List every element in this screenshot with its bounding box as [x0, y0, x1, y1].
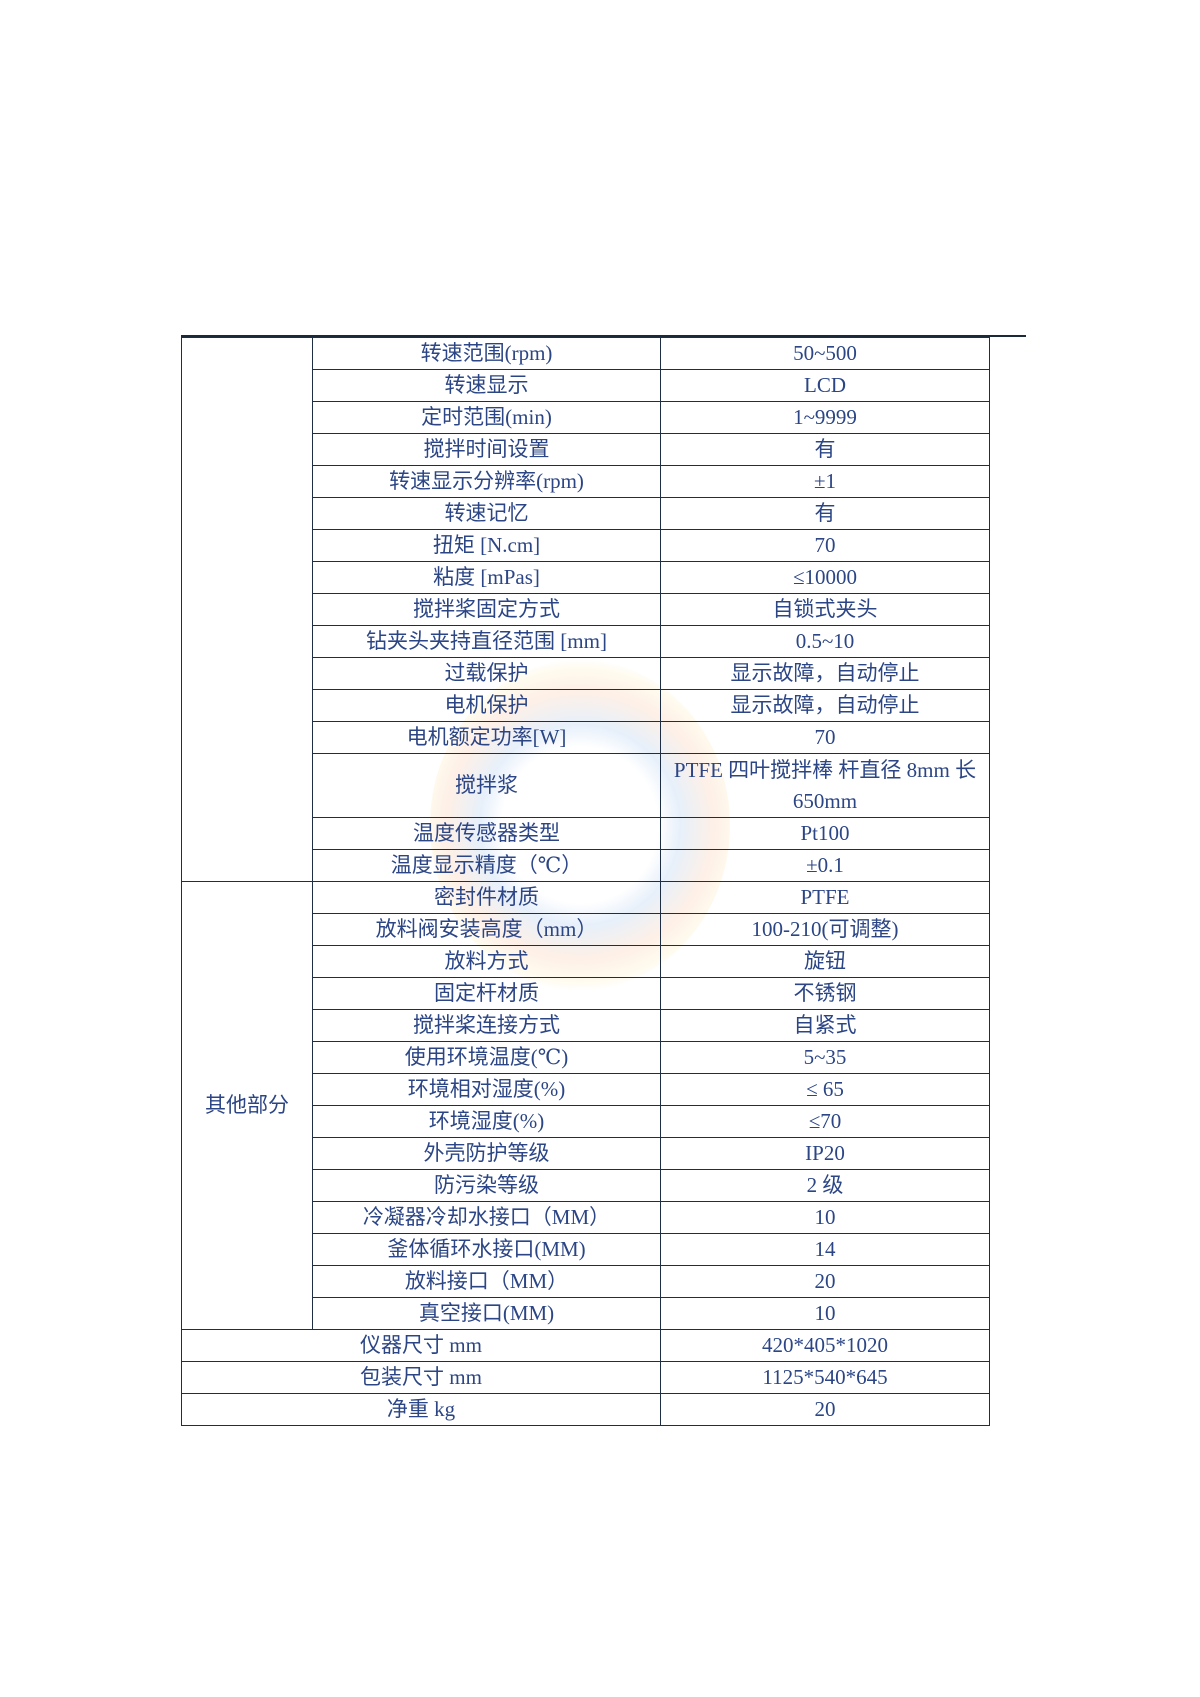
param-cell: 仪器尺寸 mm — [181, 1329, 661, 1362]
table-row: 净重 kg 20 — [181, 1393, 990, 1426]
param-cell: 定时范围(min) — [312, 401, 661, 434]
value-cell: 0.5~10 — [660, 625, 990, 658]
value-cell: 显示故障，自动停止 — [660, 657, 990, 690]
value-cell: 20 — [660, 1265, 990, 1298]
param-cell: 搅拌桨连接方式 — [312, 1009, 661, 1042]
value-cell: 100-210(可调整) — [660, 913, 990, 946]
value-cell: 14 — [660, 1233, 990, 1266]
param-cell: 净重 kg — [181, 1393, 661, 1426]
value-cell: ≤10000 — [660, 561, 990, 594]
table-row: 其他部分 密封件材质 PTFE — [181, 881, 990, 1330]
value-cell: Pt100 — [660, 817, 990, 850]
table-row: 过载保护 显示故障，自动停止 — [182, 657, 990, 690]
value-cell: ≤70 — [660, 1105, 990, 1138]
table-row: 环境湿度(%) ≤70 — [182, 1105, 990, 1138]
param-cell: 过载保护 — [312, 657, 661, 690]
table-row: 固定杆材质 不锈钢 — [182, 977, 990, 1010]
table-row: 粘度 [mPas] ≤10000 — [182, 561, 990, 594]
param-cell: 外壳防护等级 — [312, 1137, 661, 1170]
param-cell: 温度传感器类型 — [312, 817, 661, 850]
value-cell: 有 — [660, 433, 990, 466]
value-cell: 70 — [660, 529, 990, 562]
value-cell: ±0.1 — [660, 849, 990, 882]
table-row: 包装尺寸 mm 1125*540*645 — [181, 1361, 990, 1394]
param-cell: 放料接口（MM） — [312, 1265, 661, 1298]
param-cell: 环境湿度(%) — [312, 1105, 661, 1138]
table-row: 搅拌浆 PTFE 四叶搅拌棒 杆直径 8mm 长 650mm — [182, 753, 990, 818]
table-row: 仪器尺寸 mm 420*405*1020 — [181, 1329, 990, 1362]
value-cell: 420*405*1020 — [660, 1329, 990, 1362]
value-cell: 2 级 — [660, 1169, 990, 1202]
value-cell: 自锁式夹头 — [660, 593, 990, 626]
param-cell: 转速范围(rpm) — [312, 337, 661, 370]
value-cell: 1~9999 — [660, 401, 990, 434]
param-cell: 转速记忆 — [312, 497, 661, 530]
group-label: 其他部分 — [181, 881, 313, 1330]
param-cell: 搅拌时间设置 — [312, 433, 661, 466]
table-row: 釜体循环水接口(MM) 14 — [182, 1233, 990, 1266]
table-row: 搅拌桨固定方式 自锁式夹头 — [182, 593, 990, 626]
param-cell: 扭矩 [N.cm] — [312, 529, 661, 562]
value-cell: 1125*540*645 — [660, 1361, 990, 1394]
param-cell: 放料阀安装高度（mm） — [312, 913, 661, 946]
table-row: 电机额定功率[W] 70 — [182, 721, 990, 754]
value-cell: 旋钮 — [660, 945, 990, 978]
param-cell: 环境相对湿度(%) — [312, 1073, 661, 1106]
value-cell: 50~500 — [660, 337, 990, 370]
value-cell: 70 — [660, 721, 990, 754]
value-cell: 有 — [660, 497, 990, 530]
param-cell: 钻夹头夹持直径范围 [mm] — [312, 625, 661, 658]
value-cell: PTFE 四叶搅拌棒 杆直径 8mm 长 650mm — [660, 753, 990, 818]
group-label — [181, 337, 313, 882]
table-row: 环境相对湿度(%) ≤ 65 — [182, 1073, 990, 1106]
table-row: 温度传感器类型 Pt100 — [182, 817, 990, 850]
value-cell: ≤ 65 — [660, 1073, 990, 1106]
table-row: 使用环境温度(℃) 5~35 — [182, 1041, 990, 1074]
param-cell: 粘度 [mPas] — [312, 561, 661, 594]
param-cell: 转速显示分辨率(rpm) — [312, 465, 661, 498]
value-cell: 5~35 — [660, 1041, 990, 1074]
param-cell: 电机保护 — [312, 689, 661, 722]
param-cell: 真空接口(MM) — [312, 1297, 661, 1330]
spec-table: 转速范围(rpm) 50~500 转速显示 LCD 定时范围(min) 1~9999 搅拌时… — [181, 337, 990, 1426]
value-cell: 10 — [660, 1201, 990, 1234]
value-cell: 不锈钢 — [660, 977, 990, 1010]
top-rule — [181, 335, 1026, 337]
table-row: 电机保护 显示故障，自动停止 — [182, 689, 990, 722]
table-row: 转速显示 LCD — [182, 369, 990, 402]
param-cell: 电机额定功率[W] — [312, 721, 661, 754]
param-cell: 温度显示精度（℃） — [312, 849, 661, 882]
table-row: 搅拌桨连接方式 自紧式 — [182, 1009, 990, 1042]
param-cell: 包装尺寸 mm — [181, 1361, 661, 1394]
value-cell: 20 — [660, 1393, 990, 1426]
value-cell: IP20 — [660, 1137, 990, 1170]
param-cell: 防污染等级 — [312, 1169, 661, 1202]
param-cell: 放料方式 — [312, 945, 661, 978]
param-cell: 使用环境温度(℃) — [312, 1041, 661, 1074]
table-row: 真空接口(MM) 10 — [182, 1297, 990, 1330]
value-cell: 显示故障，自动停止 — [660, 689, 990, 722]
value-cell: PTFE — [660, 881, 990, 914]
value-cell: LCD — [660, 369, 990, 402]
value-cell: 自紧式 — [660, 1009, 990, 1042]
param-cell: 固定杆材质 — [312, 977, 661, 1010]
table-row: 放料接口（MM） 20 — [182, 1265, 990, 1298]
param-cell: 搅拌桨固定方式 — [312, 593, 661, 626]
param-cell: 冷凝器冷却水接口（MM） — [312, 1201, 661, 1234]
table-row: 转速范围(rpm) 50~500 — [181, 337, 990, 882]
param-cell: 密封件材质 — [312, 881, 661, 914]
param-cell: 釜体循环水接口(MM) — [312, 1233, 661, 1266]
value-cell: 10 — [660, 1297, 990, 1330]
param-cell: 转速显示 — [312, 369, 661, 402]
table-row: 防污染等级 2 级 — [182, 1169, 990, 1202]
table-row: 扭矩 [N.cm] 70 — [182, 529, 990, 562]
table-row: 放料方式 旋钮 — [182, 945, 990, 978]
value-cell: ±1 — [660, 465, 990, 498]
param-cell: 搅拌浆 — [312, 753, 661, 818]
